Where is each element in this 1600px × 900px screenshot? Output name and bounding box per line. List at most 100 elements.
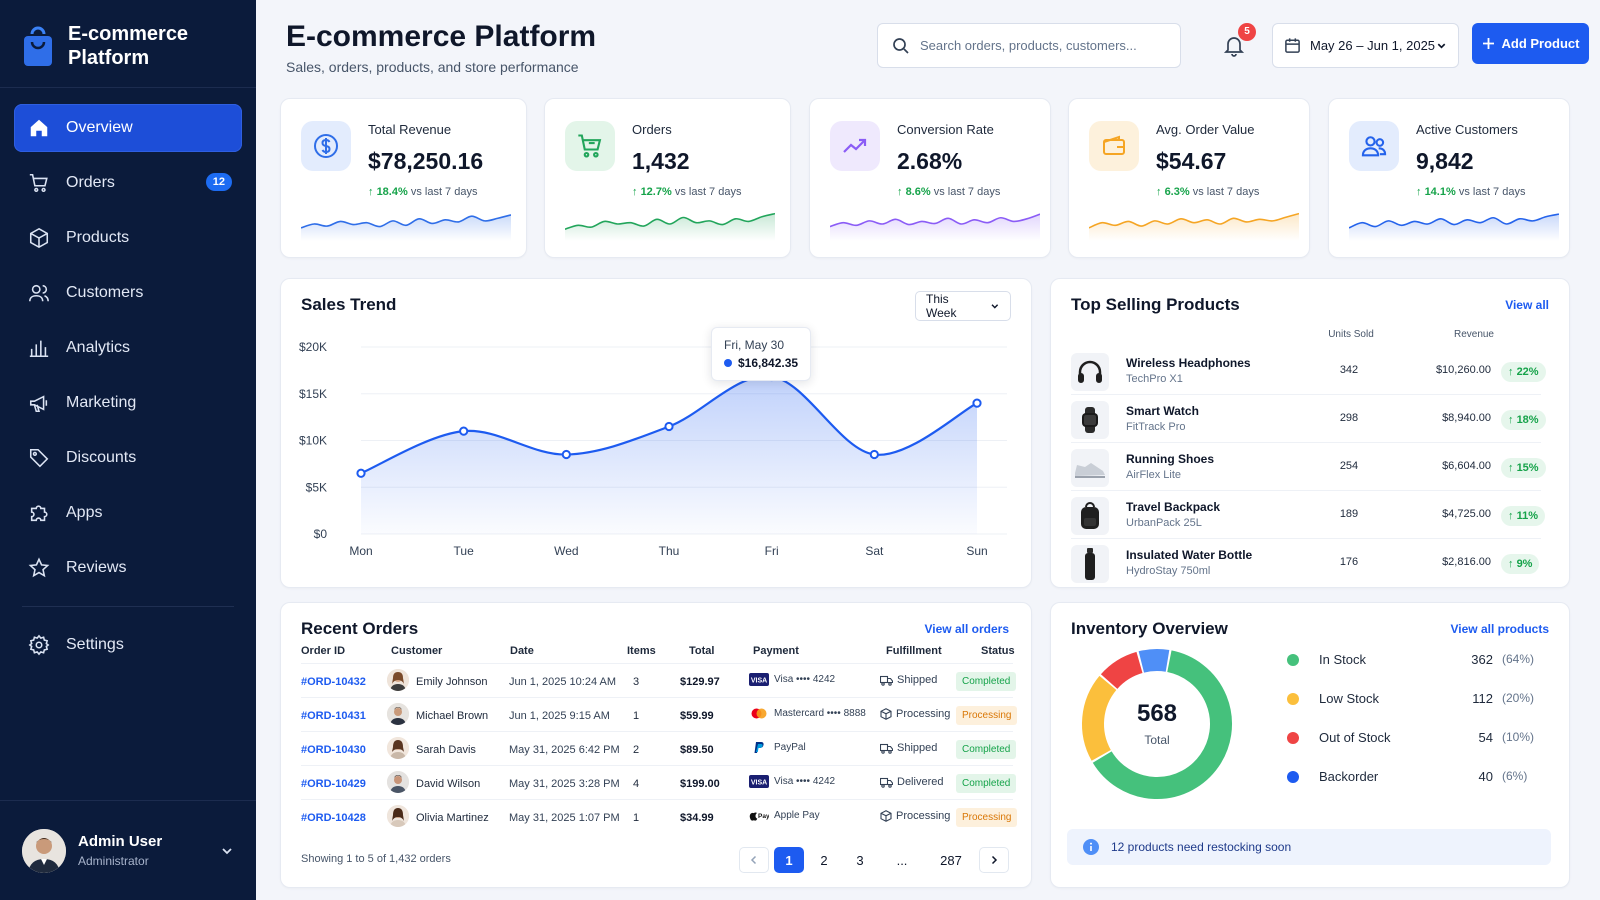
add-product-button[interactable]: Add Product [1472, 23, 1589, 64]
customer-name: Emily Johnson [416, 676, 488, 688]
sidebar-item-label: Reviews [66, 559, 127, 576]
kpi-icon-box [565, 121, 615, 171]
user-profile[interactable]: Admin User Administrator [0, 800, 256, 900]
payment-label: Visa •••• 4242 [774, 674, 836, 685]
truck-icon [880, 743, 893, 754]
sidebar-item-settings[interactable]: Settings [14, 621, 242, 669]
order-id-link[interactable]: #ORD-10428 [301, 812, 366, 824]
product-revenue: $4,725.00 [1442, 508, 1491, 520]
box-icon [880, 708, 892, 720]
legend-percent: (6%) [1502, 769, 1528, 783]
brand[interactable]: E-commerce Platform [0, 0, 256, 88]
sidebar-divider [22, 606, 234, 607]
view-all-orders-link[interactable]: View all orders [924, 622, 1010, 636]
page-button-last[interactable]: 287 [940, 852, 962, 868]
inventory-card: Inventory Overview View all products 568… [1050, 602, 1570, 888]
kpi-card-aov[interactable]: Avg. Order Value $54.67 ↑ 6.3% vs last 7… [1068, 98, 1310, 258]
kpi-change-period: vs last 7 days [1458, 186, 1526, 198]
table-row[interactable]: #ORD-10429 David Wilson May 31, 2025 3:2… [301, 765, 1017, 799]
avatar [387, 703, 409, 725]
table-row[interactable]: #ORD-10432 Emily Johnson Jun 1, 2025 10:… [301, 663, 1017, 697]
sidebar-item-apps[interactable]: Apps [14, 489, 242, 537]
range-select[interactable]: This Week [915, 291, 1011, 321]
col-header-date: Date [510, 645, 534, 657]
customer-name: Olivia Martinez [416, 812, 489, 824]
legend-percent: (10%) [1502, 730, 1535, 744]
sidebar-item-marketing[interactable]: Marketing [14, 379, 242, 427]
data-point [869, 449, 879, 460]
order-id-link[interactable]: #ORD-10432 [301, 676, 366, 688]
avatar [22, 828, 66, 873]
product-row[interactable]: Running Shoes AirFlex Lite 254 $6,604.00… [1071, 445, 1546, 491]
next-page-button[interactable] [979, 847, 1009, 873]
kpi-card-orders[interactable]: Orders 1,432 ↑ 12.7% vs last 7 days [544, 98, 791, 258]
prev-page-button[interactable] [739, 847, 769, 873]
fulfillment: Shipped [880, 674, 937, 686]
page-button-1[interactable]: 1 [774, 847, 804, 873]
sidebar-nav: Overview Orders 12 Products Customers An… [0, 88, 256, 669]
kpi-value: $54.67 [1156, 148, 1227, 174]
sidebar-item-label: Analytics [66, 339, 131, 356]
kpi-label: Avg. Order Value [1156, 122, 1255, 137]
sidebar-item-orders[interactable]: Orders 12 [14, 159, 242, 207]
sidebar-item-discounts[interactable]: Discounts [14, 434, 242, 482]
sales-trend-chart[interactable]: $0 $5K $10K $15K $20K Mon Tue Wed Thu Fri Sat Sun [281, 279, 1033, 589]
legend-label: In Stock [1319, 652, 1366, 667]
donut-slice [1082, 675, 1117, 761]
donut-slice [1100, 651, 1143, 690]
kpi-value: 1,432 [632, 148, 690, 174]
table-row[interactable]: #ORD-10431 Michael Brown Jun 1, 2025 9:1… [301, 697, 1018, 731]
y-tick-label: $10K [299, 434, 327, 448]
order-id-link[interactable]: #ORD-10430 [301, 744, 366, 756]
table-row[interactable]: #ORD-10430 Sarah Davis May 31, 2025 6:42… [301, 731, 1017, 765]
payment-label: Mastercard •••• 8888 [774, 708, 866, 719]
table-row[interactable]: #ORD-10428 Olivia Martinez May 31, 2025 … [301, 799, 1018, 833]
kpi-change-value: 18.4% [376, 186, 408, 198]
kpi-change: ↑ 14.1% vs last 7 days [1416, 186, 1526, 198]
fulfillment-label: Processing [896, 810, 951, 822]
sidebar-item-products[interactable]: Products [14, 214, 242, 262]
legend-dot [1287, 771, 1299, 783]
kpi-sparkline [301, 214, 511, 241]
order-items: 2 [633, 744, 640, 756]
sparkline-line [1089, 212, 1299, 229]
col-header-fulfillment: Fulfillment [886, 645, 942, 657]
order-id-link[interactable]: #ORD-10429 [301, 778, 366, 790]
page-button-2[interactable]: 2 [820, 852, 828, 868]
data-point [664, 421, 674, 432]
kpi-card-customers[interactable]: Active Customers 9,842 ↑ 14.1% vs last 7… [1328, 98, 1570, 258]
kpi-card-revenue[interactable]: Total Revenue $78,250.16 ↑ 18.4% vs last… [280, 98, 527, 258]
inventory-donut-chart[interactable] [1072, 639, 1242, 809]
sidebar-item-reviews[interactable]: Reviews [14, 544, 242, 592]
search-input[interactable] [920, 38, 1160, 53]
sidebar: E-commerce Platform Overview Orders 12 P… [0, 0, 256, 900]
sidebar-item-overview[interactable]: Overview [14, 104, 242, 152]
product-row[interactable]: Wireless Headphones TechPro X1 342 $10,2… [1071, 349, 1546, 395]
kpi-card-conversion[interactable]: Conversion Rate 2.68% ↑ 8.6% vs last 7 d… [809, 98, 1051, 258]
sidebar-item-label: Products [66, 229, 130, 246]
payment-label: Apple Pay [774, 810, 820, 821]
star-icon [28, 557, 50, 578]
sales-trend-title: Sales Trend [301, 295, 397, 314]
product-row[interactable]: Smart Watch FitTrack Pro 298 $8,940.00 ↑… [1071, 397, 1546, 443]
product-brand: TechPro X1 [1126, 373, 1183, 385]
page-button-3[interactable]: 3 [856, 852, 864, 868]
product-row[interactable]: Travel Backpack UrbanPack 25L 189 $4,725… [1071, 493, 1545, 539]
svg-text:VISA: VISA [751, 678, 767, 685]
view-all-products-link[interactable]: View all [1505, 298, 1549, 312]
search-box[interactable] [877, 23, 1181, 68]
date-range-picker[interactable]: May 26 – Jun 1, 2025 [1272, 23, 1459, 68]
page-subtitle: Sales, orders, products, and store perfo… [286, 59, 579, 75]
chevron-down-icon[interactable] [220, 844, 234, 858]
restock-notice[interactable]: 12 products need restocking soon [1067, 829, 1551, 865]
sidebar-item-customers[interactable]: Customers [14, 269, 242, 317]
product-row[interactable]: Insulated Water Bottle HydroStay 750ml 1… [1071, 541, 1541, 587]
sidebar-item-label: Apps [66, 504, 103, 521]
payment-method: Mastercard •••• 8888 [749, 707, 866, 720]
bell-icon[interactable] [1222, 33, 1246, 57]
product-change: 11% [1516, 510, 1538, 522]
sidebar-item-analytics[interactable]: Analytics [14, 324, 242, 372]
order-id-link[interactable]: #ORD-10431 [301, 710, 366, 722]
notification-badge: 5 [1238, 23, 1256, 41]
view-all-products-link[interactable]: View all products [1450, 622, 1549, 636]
